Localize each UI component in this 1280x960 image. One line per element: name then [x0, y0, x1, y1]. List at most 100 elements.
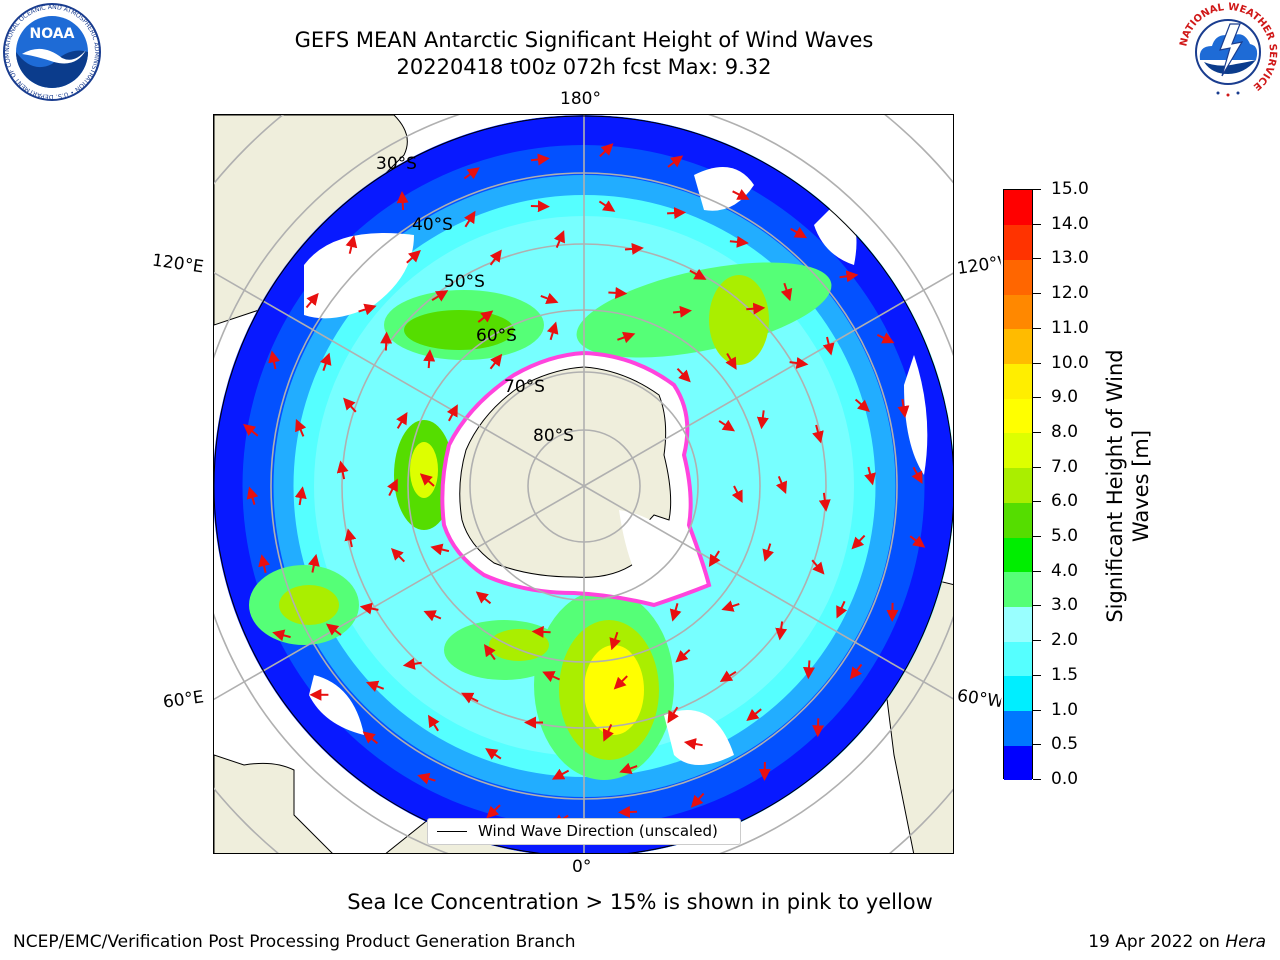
lat-label-50s: 50°S	[444, 272, 485, 292]
colorbar-tick	[1033, 536, 1041, 538]
wave-direction-arrow	[746, 708, 762, 722]
wave-direction-arrow	[775, 476, 788, 494]
wave-direction-arrow	[780, 282, 793, 302]
wave-direction-arrow	[489, 249, 502, 266]
colorbar-tick-label: 1.0	[1051, 699, 1079, 720]
wave-direction-arrow	[477, 310, 494, 323]
wave-direction-arrow	[406, 249, 421, 264]
wave-direction-arrow	[417, 772, 436, 785]
wave-direction-arrow	[396, 191, 409, 211]
wave-direction-arrow	[909, 535, 926, 548]
colorbar-segment	[1004, 641, 1032, 677]
colorbar-tick-label: 9.0	[1051, 387, 1079, 408]
wave-direction-arrow	[619, 762, 638, 775]
wave-direction-arrow	[854, 398, 870, 413]
wave-direction-arrow	[402, 657, 422, 670]
wave-direction-arrow	[423, 349, 436, 369]
colorbar-tick-label: 14.0	[1051, 213, 1089, 234]
colorbar-tick-label: 2.0	[1051, 630, 1079, 651]
chart-subtitle: 20220418 t00z 072h fcst Max: 9.32	[396, 55, 772, 79]
wave-direction-arrow	[599, 143, 614, 158]
wave-direction-arrow	[345, 235, 358, 254]
colorbar-segment	[1004, 190, 1032, 226]
colorbar-tick	[1033, 466, 1041, 468]
wave-direction-arrow	[602, 723, 614, 742]
colorbar-segment	[1004, 675, 1032, 712]
colorbar-tick	[1033, 189, 1041, 190]
footer-credit: NCEP/EMC/Verification Post Processing Pr…	[13, 932, 576, 952]
wave-direction-arrow	[258, 554, 270, 574]
footer-date: 19 Apr 2022 on Hera	[1088, 932, 1266, 952]
colorbar-segment	[1004, 745, 1032, 781]
wave-direction-arrow	[617, 331, 636, 344]
wave-direction-arrow	[897, 399, 910, 419]
colorbar-tick-label: 11.0	[1051, 317, 1089, 338]
colorbar-segment	[1004, 363, 1032, 399]
colorbar-segment	[1004, 259, 1032, 295]
colorbar-tick	[1033, 327, 1041, 329]
colorbar-segment	[1004, 328, 1032, 365]
lon-label-120w: 120°W	[955, 253, 1003, 279]
wave-direction-arrow	[690, 792, 705, 808]
wave-direction-arrow	[423, 610, 442, 622]
colorbar-segment	[1004, 398, 1032, 434]
colorbar-title-line1: Significant Height of Wind	[1103, 349, 1127, 623]
colorbar-segment	[1004, 224, 1032, 260]
wave-direction-arrow	[746, 302, 766, 315]
wave-direction-arrow	[489, 353, 503, 370]
colorbar-tick	[1033, 640, 1041, 642]
map-boundary	[214, 115, 953, 853]
colorbar-title-line2: Waves [m]	[1129, 429, 1153, 543]
wave-direction-arrow	[762, 543, 774, 562]
wave-direction-arrow	[719, 670, 737, 683]
wave-direction-arrow	[305, 292, 319, 309]
wave-direction-arrow	[708, 550, 721, 568]
wave-direction-arrow	[683, 738, 703, 750]
wave-direction-arrow	[729, 235, 749, 248]
lon-label-180: 180°	[560, 89, 601, 109]
colorbar-segment	[1004, 537, 1032, 573]
wave-direction-arrow	[461, 692, 479, 704]
colorbar-tick-label: 10.0	[1051, 352, 1089, 373]
wave-direction-arrow	[359, 602, 379, 615]
wave-direction-arrow	[430, 543, 450, 556]
lat-label-80s: 80°S	[533, 426, 574, 446]
colorbar-tick	[1033, 605, 1041, 607]
colorbar-tick	[1033, 674, 1041, 676]
wave-direction-arrow	[540, 292, 559, 305]
wave-direction-arrow	[864, 466, 876, 486]
colorbar-tick	[1033, 431, 1041, 433]
wave-direction-arrow	[689, 268, 707, 280]
wave-direction-arrow	[669, 603, 682, 622]
colorbar-tick	[1033, 397, 1041, 399]
wave-direction-arrow	[839, 270, 859, 283]
wave-direction-arrow	[319, 352, 332, 372]
wave-direction-arrow	[530, 153, 550, 166]
wave-direction-arrow	[667, 706, 679, 724]
wave-direction-arrow	[431, 290, 449, 302]
wave-direction-arrow	[718, 419, 736, 432]
wave-direction-arrow	[851, 534, 866, 550]
wave-direction-arrow	[485, 748, 502, 760]
wave-direction-arrow	[732, 189, 750, 200]
lon-label-60e: 60°E	[161, 687, 206, 713]
lon-label-60w: 60°W	[955, 686, 1003, 712]
wave-direction-arrow	[731, 485, 743, 503]
wave-direction-arrow	[624, 242, 644, 255]
colorbar-tick-label: 13.0	[1051, 248, 1089, 269]
wave-direction-arrow	[542, 671, 561, 683]
wave-direction-arrow	[613, 675, 628, 690]
wave-direction-arrow	[268, 350, 280, 370]
wave-direction-arrow	[876, 332, 895, 344]
colorbar-segment	[1004, 467, 1032, 503]
colorbar	[1003, 189, 1033, 781]
colorbar-tick	[1033, 744, 1041, 746]
wave-direction-arrow	[463, 167, 480, 180]
wave-direction-arrow	[822, 336, 835, 356]
colorbar-segment	[1004, 294, 1032, 330]
map-canvas: 30°S 40°S 50°S 60°S 70°S 80°S	[214, 115, 953, 853]
antarctica	[440, 350, 712, 608]
wave-direction-arrow	[609, 631, 621, 651]
wave-direction-arrow	[672, 305, 692, 318]
wave-direction-arrow	[675, 649, 691, 663]
